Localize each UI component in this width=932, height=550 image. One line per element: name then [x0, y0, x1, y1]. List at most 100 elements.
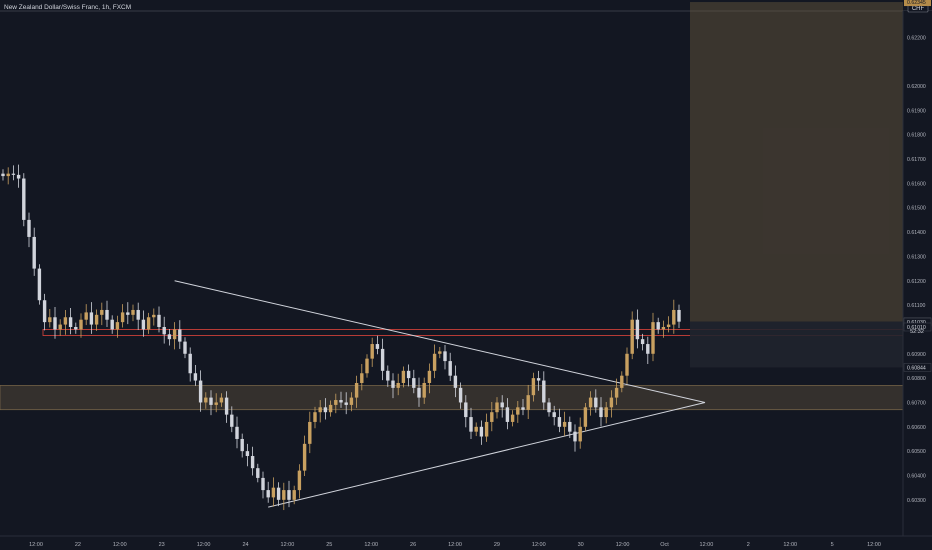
- candles-layer: [1, 164, 681, 511]
- candle-body: [552, 412, 556, 418]
- candle: [219, 393, 224, 407]
- candle-body: [224, 397, 229, 415]
- candle-body: [677, 309, 681, 322]
- price-label: 0.61010: [903, 322, 932, 332]
- candle-body: [141, 319, 146, 330]
- candle-body: [146, 317, 151, 330]
- candle-body: [500, 402, 504, 408]
- candle: [6, 167, 10, 185]
- y-tick-label: 0.61800: [907, 133, 926, 139]
- candle-body: [68, 317, 73, 328]
- candle: [526, 384, 530, 420]
- candle-body: [417, 387, 421, 398]
- candle-body: [219, 397, 224, 403]
- y-tick-label: 0.61200: [907, 279, 926, 285]
- candle: [292, 485, 296, 505]
- candle: [105, 300, 109, 328]
- candle: [609, 390, 614, 418]
- candle: [198, 370, 203, 412]
- candle: [308, 411, 312, 454]
- candle: [240, 433, 244, 458]
- candle-body: [167, 334, 172, 340]
- candle-body: [63, 317, 68, 325]
- candle-body: [484, 421, 489, 437]
- x-tick-label: 12:00: [532, 542, 546, 548]
- candle-body: [318, 407, 322, 413]
- candle-body: [666, 324, 671, 328]
- candle-body: [432, 353, 437, 371]
- candle: [568, 416, 572, 439]
- candle: [422, 377, 426, 404]
- candle-body: [360, 373, 364, 383]
- candle-body: [276, 487, 281, 500]
- target-box: [690, 2, 903, 322]
- candle: [136, 302, 140, 330]
- chart-title: New Zealand Dollar/Swiss Franc, 1h, FXCM: [4, 4, 131, 11]
- candle: [614, 378, 619, 405]
- candle-body: [531, 378, 536, 396]
- candle-body: [84, 312, 88, 320]
- y-tick-label: 0.62200: [907, 35, 926, 41]
- candle-body: [235, 426, 239, 439]
- candle-body: [516, 407, 520, 415]
- candle: [557, 408, 562, 433]
- x-tick-label: 24: [242, 542, 248, 548]
- candle-body: [261, 477, 265, 491]
- x-tick-label: Oct: [660, 542, 669, 548]
- candle-body: [448, 361, 452, 376]
- candle-body: [157, 314, 161, 328]
- candle-body: [302, 443, 307, 471]
- candle: [209, 390, 213, 416]
- candle-body: [536, 378, 541, 381]
- candle-body: [557, 417, 562, 427]
- candle-body: [401, 370, 406, 383]
- x-tick-label: 30: [578, 542, 584, 548]
- candle-body: [661, 327, 666, 330]
- x-tick-label: 12:00: [197, 542, 211, 548]
- candle-body: [443, 351, 447, 362]
- candle: [74, 322, 78, 334]
- y-tick-label: 0.60500: [907, 449, 926, 455]
- x-tick-label: 12:00: [700, 542, 714, 548]
- candle-body: [11, 173, 16, 175]
- candle-body: [16, 174, 21, 179]
- x-tick-label: 12:00: [281, 542, 295, 548]
- candle: [594, 389, 598, 413]
- candle: [453, 365, 458, 398]
- candle-body: [562, 421, 567, 427]
- candle: [162, 316, 166, 344]
- price-label-bg: [904, 0, 931, 7]
- candle-body: [464, 402, 468, 418]
- candle: [583, 402, 588, 432]
- candle-body: [583, 407, 588, 427]
- candle-body: [391, 380, 395, 388]
- candle: [360, 364, 364, 391]
- candle: [412, 369, 416, 394]
- candle: [427, 363, 432, 394]
- candle-body: [188, 353, 192, 374]
- candle-body: [42, 300, 47, 323]
- candle-body: [588, 397, 593, 408]
- candle-body: [365, 358, 369, 374]
- price-label-text: 0.60844: [907, 365, 926, 371]
- candle-body: [198, 380, 203, 403]
- candle: [661, 320, 666, 338]
- y-tick-label: 0.62000: [907, 84, 926, 90]
- candle-body: [469, 417, 473, 432]
- candle: [620, 371, 624, 393]
- candle-body: [656, 322, 660, 330]
- x-tick-label: 12:00: [448, 542, 462, 548]
- candle-body: [250, 456, 255, 469]
- y-tick-label: 0.61100: [907, 303, 925, 309]
- candle-body: [53, 317, 57, 330]
- candle-body: [282, 490, 286, 500]
- candle: [432, 344, 437, 379]
- price-axis: [903, 11, 932, 536]
- countdown-timer: 52:32: [910, 329, 924, 335]
- candle: [89, 302, 94, 334]
- candle-body: [105, 309, 109, 320]
- triangle-lower-line: [268, 401, 706, 508]
- x-tick-label: 12:00: [867, 542, 881, 548]
